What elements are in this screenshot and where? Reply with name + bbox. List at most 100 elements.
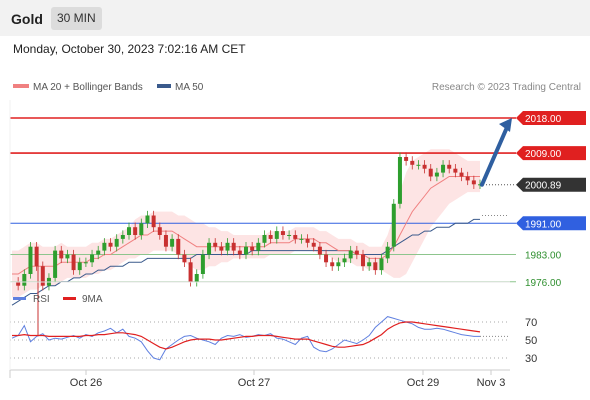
candle-body xyxy=(336,262,341,267)
x-tick-oct-26: Oct 26 xyxy=(70,377,102,389)
candle-body xyxy=(133,227,138,235)
candle-body xyxy=(96,250,101,255)
candle-body xyxy=(219,246,224,251)
candle-body xyxy=(342,258,347,263)
ma50-legend-label: MA 50 xyxy=(175,82,204,93)
candle-body xyxy=(361,254,365,267)
candle-body xyxy=(22,274,27,286)
candle-body xyxy=(422,164,427,169)
rsi-tick-70: 70 xyxy=(525,317,537,329)
candle-body xyxy=(108,242,113,247)
candle-body xyxy=(213,242,218,247)
candle-body xyxy=(65,254,70,259)
chart-header: Gold 30 MIN xyxy=(0,0,590,36)
candle-body xyxy=(441,164,446,173)
candle-body xyxy=(71,254,76,271)
candle-body xyxy=(120,235,125,239)
candle-body xyxy=(311,242,316,247)
timeframe-button[interactable]: 30 MIN xyxy=(51,7,102,30)
candle-body xyxy=(434,172,439,177)
candle-body xyxy=(53,250,58,278)
candle-body xyxy=(250,246,255,251)
ma20-legend-label: MA 20 + Bollinger Bands xyxy=(33,82,143,93)
x-tick-oct-27: Oct 27 xyxy=(238,377,270,389)
candle-body xyxy=(77,262,82,271)
candle-body xyxy=(385,246,390,259)
candle-body xyxy=(471,180,476,185)
candle-body xyxy=(287,235,292,236)
level-label-2009.00: 2009.00 xyxy=(525,149,562,160)
candle-body xyxy=(367,262,372,267)
candle-body xyxy=(40,266,45,286)
candle-body xyxy=(447,164,452,169)
candle-body xyxy=(182,254,187,263)
candle-body xyxy=(139,223,144,235)
candle-body xyxy=(459,172,464,177)
candle-body xyxy=(28,246,33,274)
candle-body xyxy=(404,157,409,161)
x-tick-oct-29: Oct 29 xyxy=(407,377,439,389)
candle-body xyxy=(200,254,205,274)
candle-body xyxy=(170,238,175,247)
candle-body xyxy=(59,250,64,259)
rsi-ma-legend-label: 9MA xyxy=(82,294,103,305)
candle-body xyxy=(397,157,402,204)
candle-body xyxy=(145,215,150,224)
candle-body xyxy=(231,242,236,251)
level-tag-1991.00 xyxy=(516,216,586,231)
candle-body xyxy=(416,164,421,166)
candle-body xyxy=(428,168,433,177)
level-label-1991.00: 1991.00 xyxy=(525,219,562,230)
candle-body xyxy=(176,238,181,255)
rsi-ma-line xyxy=(12,321,481,350)
candle-body xyxy=(453,168,458,173)
rsi-tick-30: 30 xyxy=(525,353,537,365)
rsi-legend-label: RSI xyxy=(33,294,50,305)
candle-body xyxy=(188,262,193,282)
candle-body xyxy=(373,262,378,271)
candle-body xyxy=(102,242,107,251)
candle-body xyxy=(157,227,162,235)
instrument-title: Gold xyxy=(11,11,43,27)
rsi-ma-legend-swatch xyxy=(63,297,76,300)
candle-body xyxy=(280,231,285,235)
candle-body xyxy=(16,281,21,286)
candle-body xyxy=(293,235,298,239)
forecast-arrow-shaft xyxy=(480,123,510,187)
candle-body xyxy=(90,254,95,263)
candle-body xyxy=(274,231,279,239)
candle-body xyxy=(305,238,310,243)
candle-body xyxy=(379,258,384,271)
candle-body xyxy=(194,274,199,282)
candle-body xyxy=(244,246,248,255)
x-tick-nov-3: Nov 3 xyxy=(477,377,506,389)
candle-body xyxy=(262,235,267,243)
candle-body xyxy=(268,235,273,239)
candle-body xyxy=(348,250,353,259)
candle-body xyxy=(114,238,119,247)
candle-body xyxy=(207,242,212,255)
candle-body xyxy=(151,215,156,228)
level-tag-2018.00 xyxy=(516,111,586,125)
candle-body xyxy=(478,184,482,186)
candle-body xyxy=(465,176,470,181)
chart-timestamp: Monday, October 30, 2023 7:02:16 AM CET xyxy=(13,42,246,56)
candle-body xyxy=(34,246,39,267)
ma20-legend-swatch xyxy=(13,84,29,88)
candle-body xyxy=(330,262,335,267)
forecast-arrow-head xyxy=(499,118,512,132)
level-tag-2000.89 xyxy=(516,177,586,192)
candle-body xyxy=(317,246,322,255)
candle-body xyxy=(410,160,415,165)
candle-body xyxy=(256,242,261,251)
level-tag-2009.00 xyxy=(516,146,586,161)
candle-body xyxy=(237,250,242,255)
candle-body xyxy=(83,262,88,264)
candle-body xyxy=(354,250,359,255)
candle-body xyxy=(127,227,131,235)
credit-text: Research © 2023 Trading Central xyxy=(432,82,581,93)
level-label-2018.00: 2018.00 xyxy=(525,114,562,125)
rsi-line xyxy=(11,316,480,361)
level-label-1976.00: 1976.00 xyxy=(525,278,562,289)
